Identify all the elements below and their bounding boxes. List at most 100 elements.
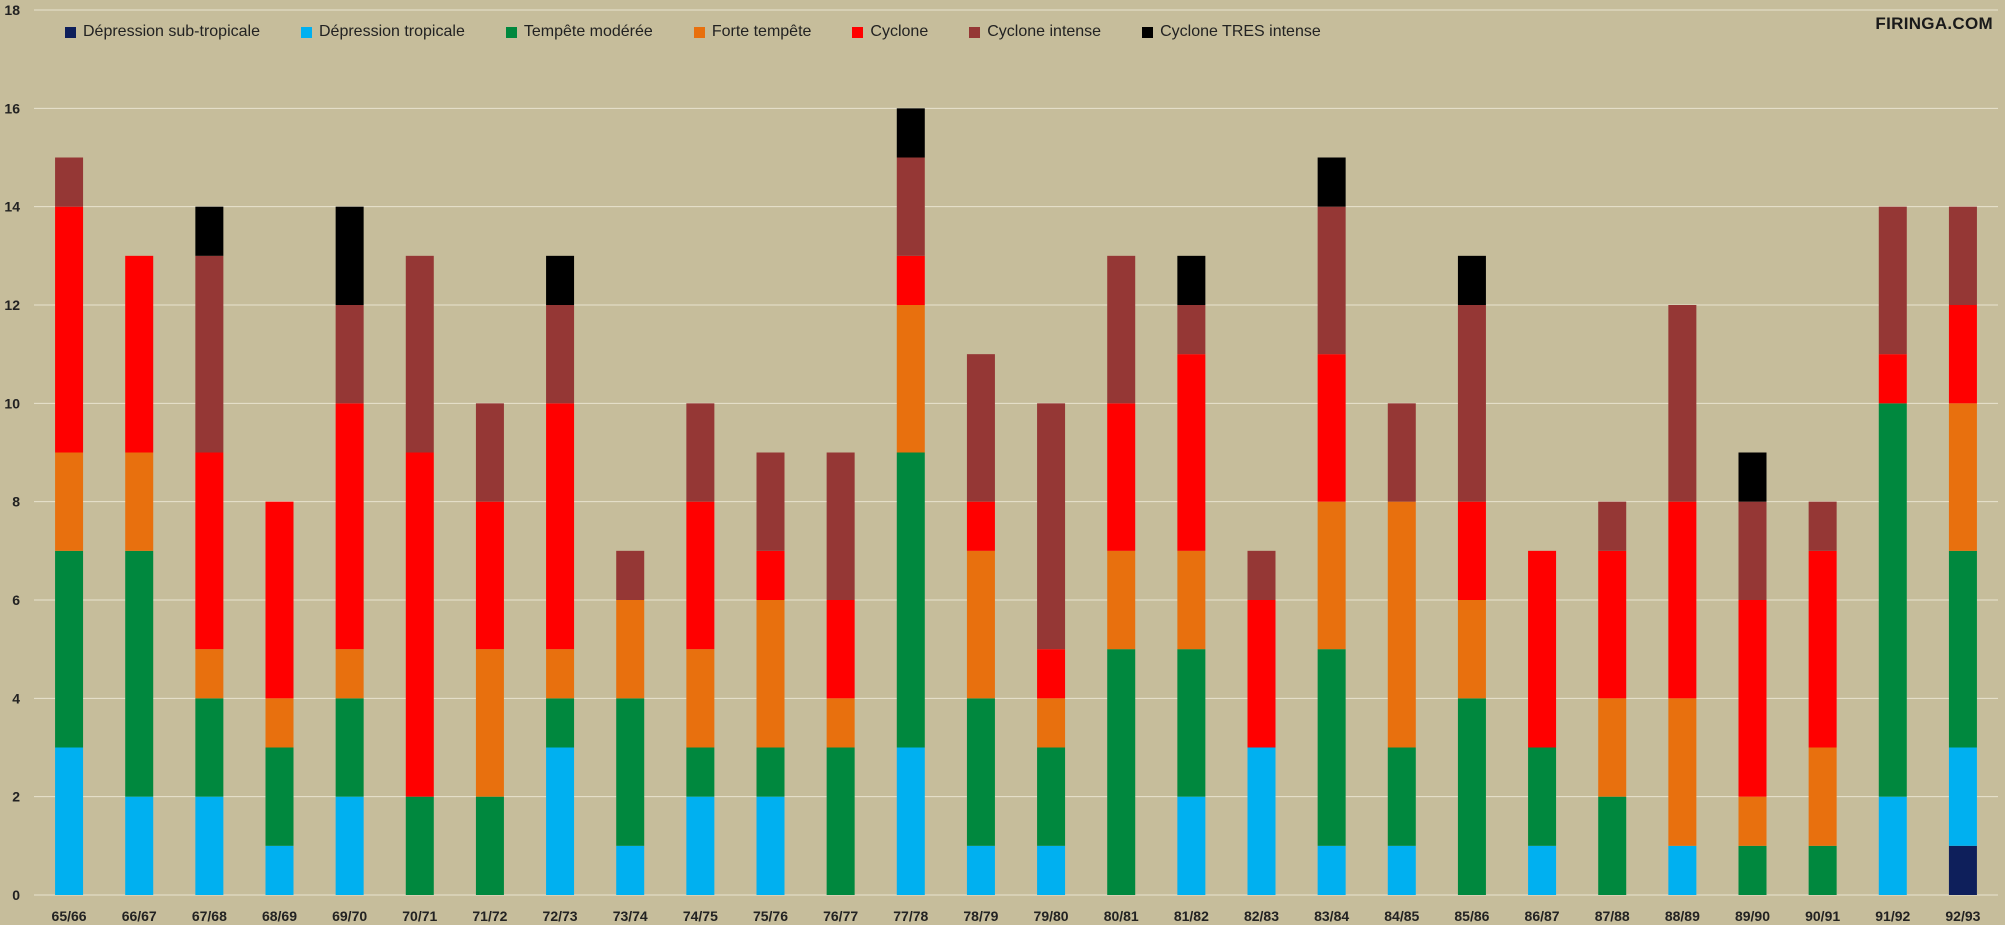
bar-segment [616,550,645,600]
bar-segment [195,796,224,895]
bar-segment [195,452,224,650]
y-axis-ticks: 0 2 4 6 8 10 12 14 16 18 [4,2,20,903]
x-tick-label: 71/72 [472,908,507,924]
bar-segment [1528,747,1557,846]
bar-segment [195,206,224,256]
bar-segment [405,452,434,797]
legend-item: Cyclone TRES intense [1142,23,1321,41]
bar-segment [966,501,995,551]
bar-segment [1387,747,1416,846]
gridlines [34,9,1998,896]
bar-segment [1457,305,1486,502]
legend-label: Dépression sub-tropicale [83,23,260,40]
bar-segment [1668,698,1697,846]
bar-segment [55,452,84,551]
bar-segment [966,550,995,699]
bar-segment [1107,255,1136,404]
bar-segment [1037,698,1066,748]
bar-segment [686,501,715,650]
x-tick-label: 82/83 [1244,908,1279,924]
x-tick-label: 69/70 [332,908,367,924]
y-tick-label: 18 [4,2,20,18]
bar-segment [1457,255,1486,305]
bar-segment [1948,305,1977,404]
bar-segment [1878,206,1907,355]
x-tick-label: 75/76 [753,908,788,924]
bar-segment [616,698,645,846]
y-tick-label: 12 [4,297,20,313]
bar-segment [686,649,715,748]
legend-item: Dépression sub-tropicale [65,23,260,41]
x-tick-label: 65/66 [52,908,87,924]
bar-segment [1948,550,1977,748]
bar-segment [966,698,995,846]
bar-segment [265,501,294,699]
legend-swatch [505,26,517,38]
bar-segment [1598,698,1627,797]
bar-segment [1948,747,1977,846]
legend-label: Forte tempête [711,23,812,40]
bar-segment [826,600,855,699]
bar-segment [405,796,434,895]
legend-label: Cyclone TRES intense [1160,23,1321,40]
y-tick-label: 16 [4,100,20,116]
legend-item: Cyclone intense [969,23,1101,41]
bar-segment [686,747,715,797]
bar-segment [1387,403,1416,502]
bar-segment [1247,600,1276,748]
y-tick-label: 14 [4,199,20,215]
x-tick-label: 66/67 [122,908,157,924]
bar-segment [1808,501,1837,551]
bar-segment [55,550,84,748]
bar-segment [1738,452,1767,502]
bar-segment [335,649,364,699]
bar-segment [1037,747,1066,846]
bar-segment [1177,305,1206,355]
bar-segment [1317,206,1346,355]
bar-segment [896,747,925,895]
bar-segment [896,157,925,256]
x-axis-ticks: 65/66 66/67 67/68 68/69 69/70 70/71 71/72 72/73… [52,908,1981,924]
x-tick-label: 77/78 [893,908,928,924]
y-tick-label: 8 [12,494,20,510]
bar-segment [756,747,785,797]
bar-segment [546,747,575,895]
bar-segment [1457,698,1486,895]
bar-segment [335,698,364,797]
bar-segment [335,305,364,404]
x-tick-label: 89/90 [1735,908,1770,924]
bar-segment [1668,845,1697,895]
bar-segment [335,796,364,895]
legend-swatch [852,26,864,38]
bar-segment [475,649,504,797]
bar-segment [1528,845,1557,895]
bar-segment [546,403,575,650]
x-tick-label: 78/79 [963,908,998,924]
x-tick-label: 92/93 [1945,908,1980,924]
bar-segment [1738,501,1767,600]
legend-swatch [65,26,76,38]
bar-segment [475,796,504,895]
x-tick-label: 67/68 [192,908,227,924]
bar-segment [1247,747,1276,895]
bar-segment [1177,649,1206,797]
bar-segment [335,403,364,650]
bar-segment [1668,305,1697,502]
bar-segment [546,698,575,748]
legend-item: Cyclone [852,23,928,41]
x-tick-label: 79/80 [1034,908,1069,924]
bar-segment [1598,550,1627,699]
bar-segment [1037,845,1066,895]
bar-segment [1598,501,1627,551]
bar-segment [475,403,504,502]
bar-segment [896,255,925,305]
bar-segment [1177,550,1206,650]
bar-segment [966,845,995,895]
bar-segment [195,649,224,699]
legend-label: Cyclone [870,23,929,40]
bar-segment [1878,796,1907,895]
y-tick-label: 2 [12,789,20,805]
legend-item: Tempête modérée [505,23,653,41]
bar-segment [125,255,154,453]
